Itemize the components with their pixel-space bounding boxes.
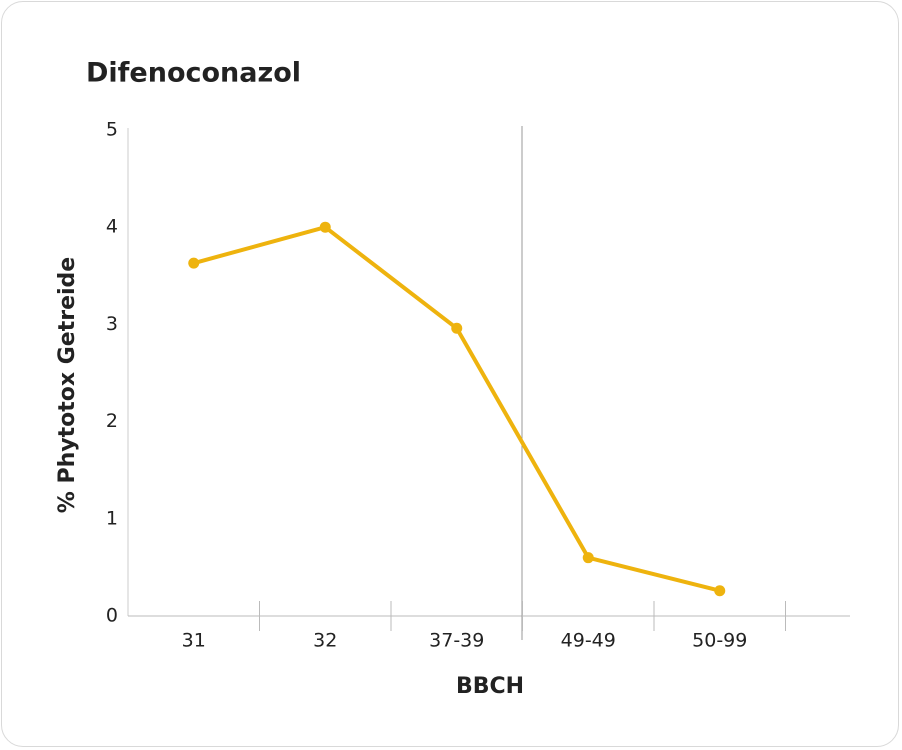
y-tick-label: 0: [106, 605, 118, 627]
y-axis-label: % Phytotox Getreide: [55, 257, 80, 513]
point: [714, 585, 726, 597]
y-tick-label: 4: [106, 216, 118, 238]
point: [451, 322, 463, 334]
x-axis-label: BBCH: [456, 674, 524, 699]
y-tick-label: 2: [106, 410, 118, 432]
x-tick-label: 31: [182, 630, 206, 652]
point: [319, 221, 331, 233]
y-tick-label: 5: [106, 119, 118, 141]
y-tick-label: 1: [106, 507, 118, 529]
chart-title: Difenoconazol: [86, 58, 301, 89]
point: [582, 552, 594, 564]
x-tick-label: 49-49: [561, 630, 616, 652]
x-tick-label: 50-99: [692, 630, 747, 652]
line: [193, 225, 721, 593]
point: [188, 257, 200, 269]
x-tick-label: 37-39: [429, 630, 484, 652]
y-tick-label: 3: [106, 313, 118, 335]
x-tick-label: 32: [313, 630, 337, 652]
